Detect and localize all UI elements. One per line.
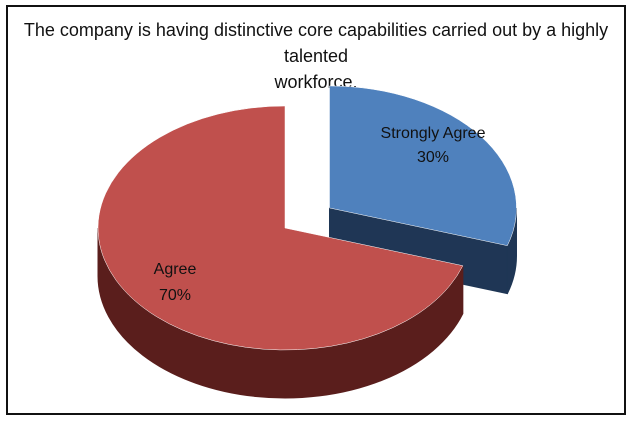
chart-title-line-1: The company is having distinctive core c… (23, 20, 609, 66)
chart-title: The company is having distinctive core c… (12, 17, 620, 95)
pie-tops (97, 85, 517, 351)
slice-value-strongly-agree: 30% (417, 149, 449, 166)
slice-label-agree: Agree (154, 261, 197, 278)
pie-labels: Strongly Agree 30% Agree 70% (154, 125, 486, 304)
pie-slice-agree (97, 105, 464, 351)
slice-label-strongly-agree: Strongly Agree (381, 125, 486, 142)
slice-value-agree: 70% (159, 287, 191, 304)
pie-slice-strongly-agree (329, 85, 517, 246)
